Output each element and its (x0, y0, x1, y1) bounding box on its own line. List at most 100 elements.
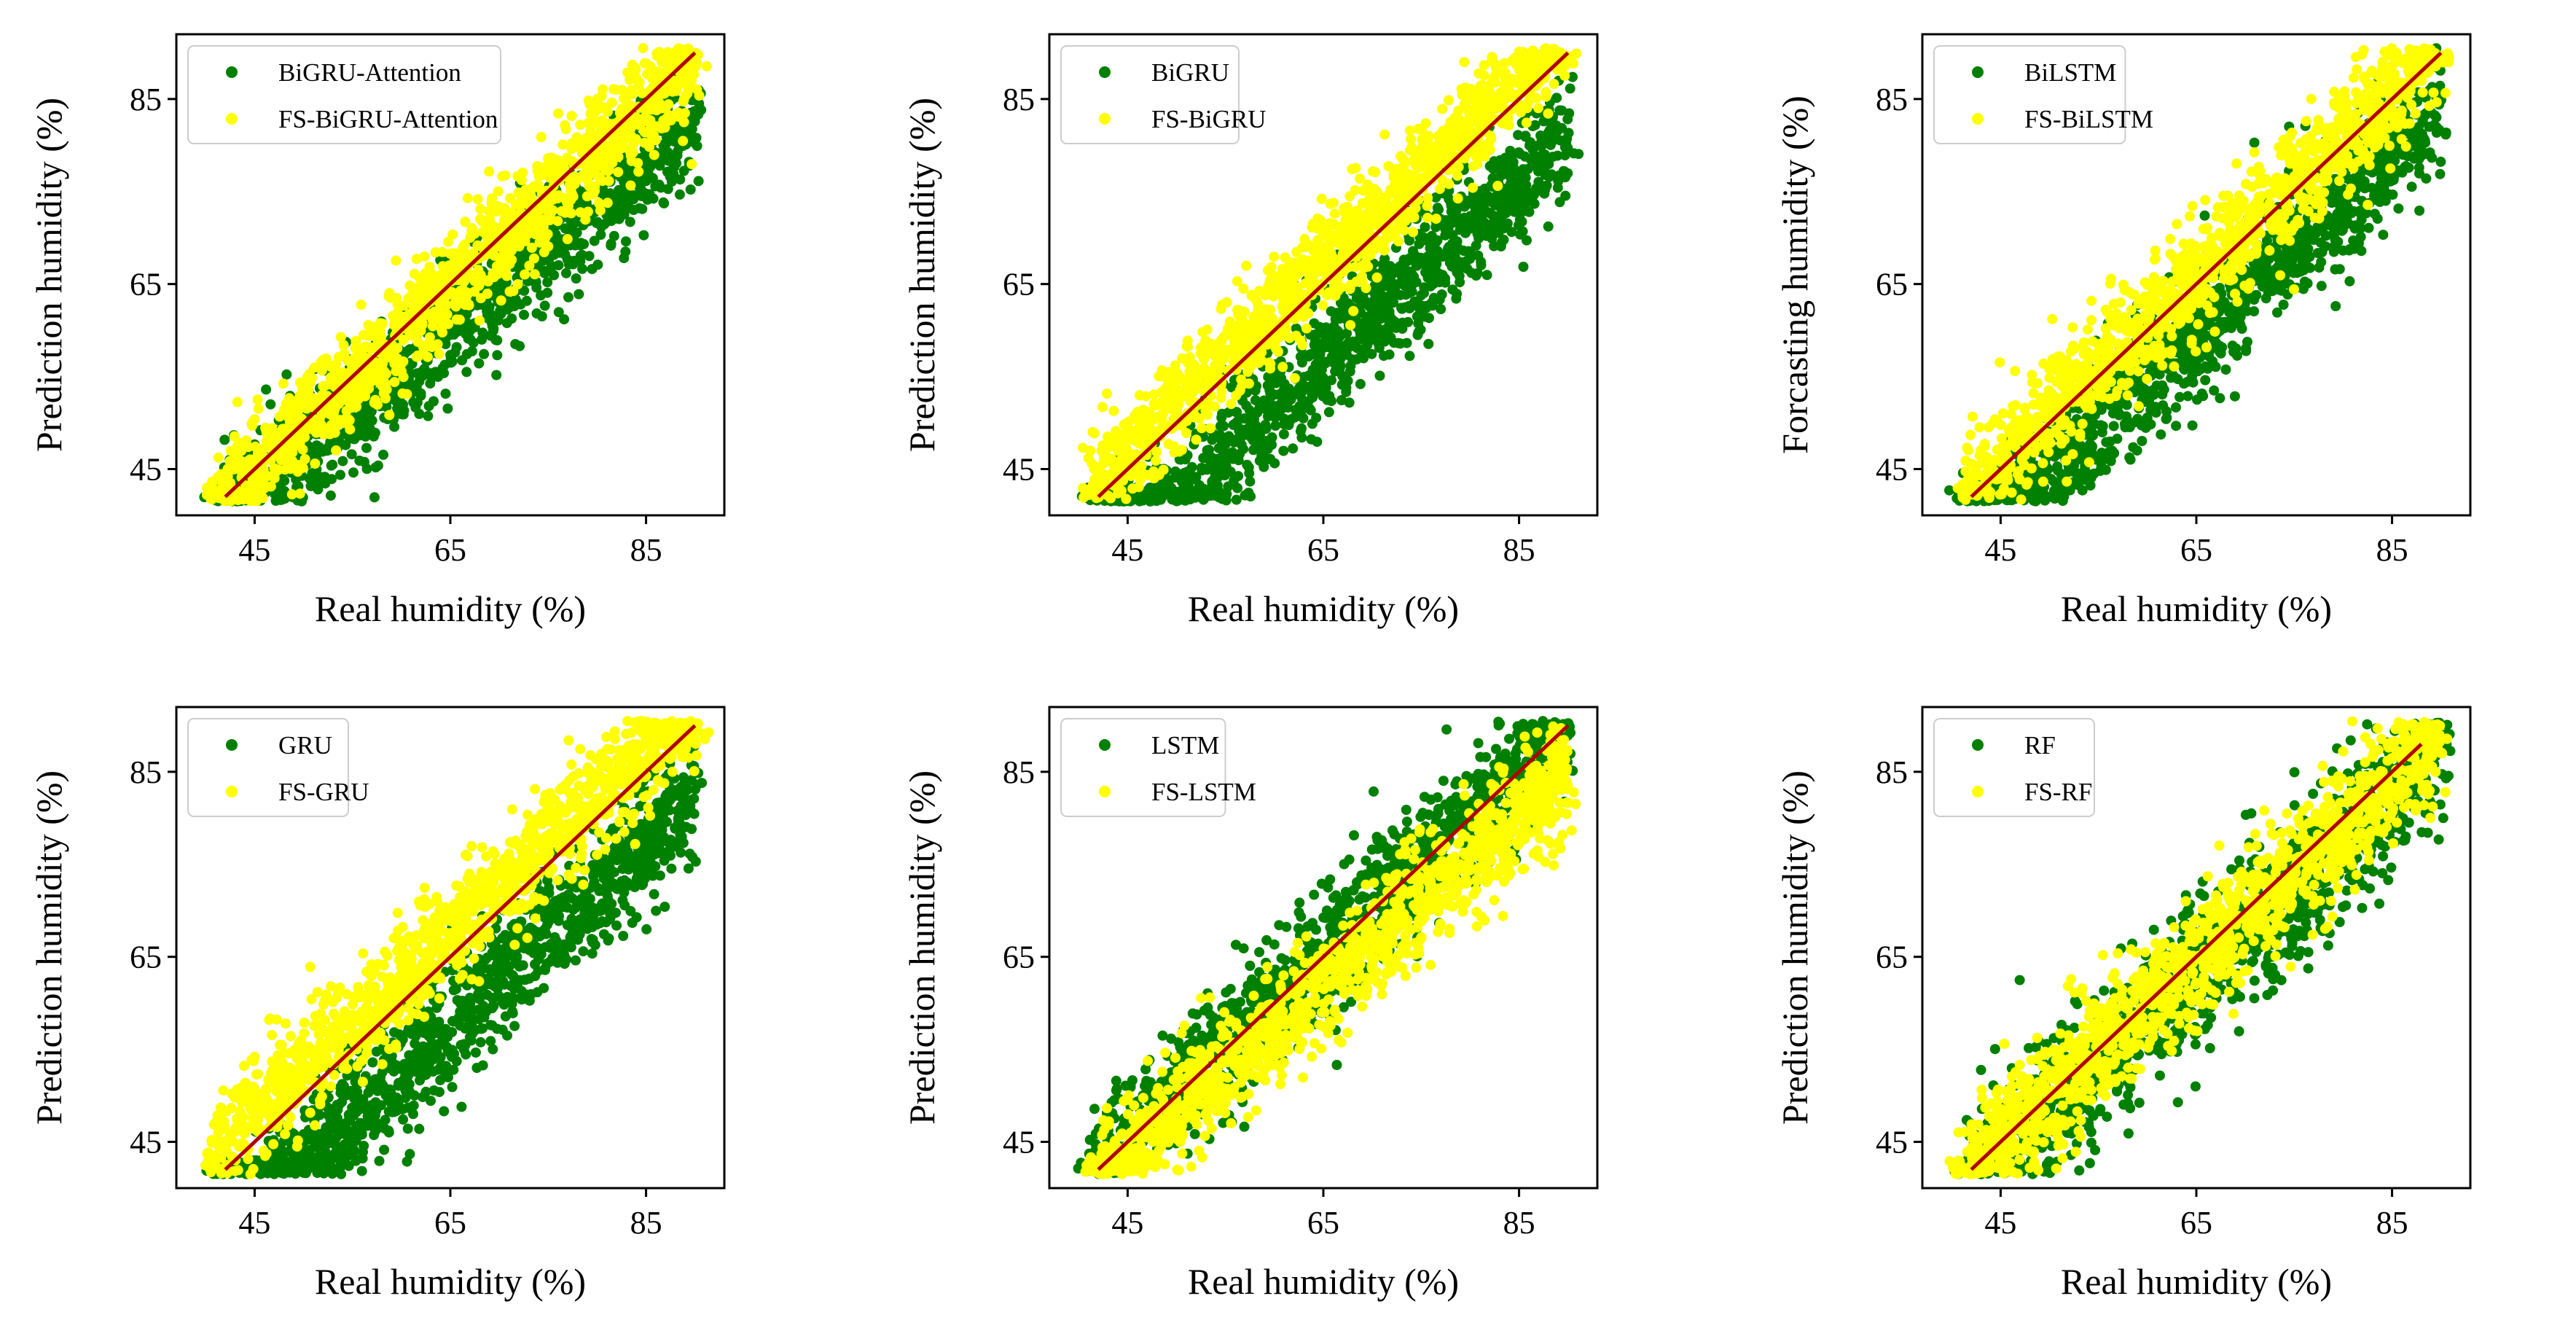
model-point (1538, 155, 1549, 165)
fs-model-point (1413, 174, 1424, 185)
fs-model-point (538, 222, 549, 233)
model-point (445, 357, 456, 368)
model-point (1279, 413, 1290, 424)
model-point (1288, 443, 1299, 454)
fs-model-point (582, 206, 593, 217)
fs-model-point (622, 67, 633, 78)
model-point (1375, 313, 1386, 324)
model-point (685, 184, 696, 195)
model-point (1200, 489, 1210, 500)
fs-model-point (553, 108, 563, 119)
model-point (1296, 411, 1307, 422)
fs-model-point (232, 440, 243, 451)
fs-model-point (1121, 443, 1132, 454)
fs-model-point (310, 458, 321, 469)
model-point (1177, 492, 1188, 503)
model-point (440, 389, 451, 399)
fs-model-point (294, 377, 305, 388)
model-point (606, 240, 616, 251)
fs-model-point (1423, 130, 1434, 141)
fs-model-point (1277, 362, 1288, 372)
model-point (1250, 420, 1261, 431)
model-point (575, 251, 586, 262)
y-tick-label: 85 (130, 82, 162, 117)
fs-model-point (484, 166, 495, 177)
model-point (1312, 437, 1323, 448)
model-point (542, 287, 553, 298)
fs-model-point (475, 203, 486, 214)
fs-model-point (607, 138, 618, 149)
fs-model-point (1301, 323, 1312, 334)
model-point (430, 367, 441, 378)
model-point (1295, 351, 1306, 362)
model-point (669, 136, 679, 147)
fs-model-point (421, 290, 432, 301)
fs-model-point (601, 153, 612, 163)
model-point (1433, 204, 1444, 215)
model-point (1560, 172, 1570, 183)
fs-model-point (471, 277, 482, 288)
model-point (619, 253, 630, 264)
fs-model-point (587, 112, 598, 122)
model-point (474, 358, 485, 369)
fs-model-point (542, 160, 553, 171)
fs-model-point (454, 288, 465, 299)
fs-model-point (317, 389, 328, 400)
model-point (1476, 219, 1487, 230)
fs-model-point (1361, 283, 1371, 294)
model-point (479, 348, 490, 359)
fs-model-point (519, 234, 530, 245)
model-point (1487, 233, 1498, 244)
fs-model-point (338, 340, 349, 351)
fs-model-point (625, 100, 636, 111)
y-axis-title: Prediction humidity (%) (28, 98, 69, 452)
fs-model-point (224, 464, 235, 475)
fs-model-point (560, 193, 570, 203)
fs-model-point (232, 397, 243, 407)
model-point (1232, 421, 1243, 432)
model-point (1207, 478, 1218, 489)
model-point (317, 446, 328, 457)
model-point (1498, 193, 1508, 204)
model-point (514, 340, 525, 351)
fs-model-point (524, 260, 535, 271)
model-point (1261, 454, 1272, 465)
model-point (1481, 270, 1492, 281)
model-point (539, 268, 550, 278)
fs-model-point (1494, 93, 1505, 104)
model-point (595, 230, 606, 240)
model-point (1425, 281, 1436, 292)
fs-model-point (348, 354, 359, 365)
fs-model-point (230, 491, 241, 501)
model-point (648, 193, 659, 204)
model-point (219, 434, 230, 445)
fs-model-point (639, 137, 650, 148)
model-point (1212, 457, 1223, 468)
fs-model-point (333, 351, 344, 362)
model-point (368, 431, 379, 442)
fs-model-point (593, 198, 604, 208)
model-point (414, 408, 425, 419)
model-point (1397, 265, 1408, 276)
fs-model-point (537, 203, 548, 214)
model-point (491, 370, 502, 380)
fs-model-point (633, 157, 643, 168)
model-point (1422, 270, 1433, 281)
x-tick-label: 65 (434, 532, 466, 568)
model-point (1562, 114, 1573, 125)
model-point (560, 241, 571, 252)
fs-model-point (1143, 419, 1154, 430)
fs-model-point (356, 300, 367, 310)
fs-model-point (1408, 227, 1419, 238)
fs-model-point (398, 372, 409, 383)
fs-model-point (1460, 92, 1471, 102)
model-point (1466, 268, 1477, 278)
y-tick-label: 45 (130, 452, 162, 488)
fs-model-point (1231, 390, 1242, 401)
fs-model-point (1571, 48, 1582, 59)
model-point (265, 399, 276, 410)
fs-model-point (208, 487, 219, 498)
fs-model-point (391, 255, 402, 266)
model-point (304, 473, 315, 484)
legend-label: BiGRU-Attention (278, 58, 461, 87)
